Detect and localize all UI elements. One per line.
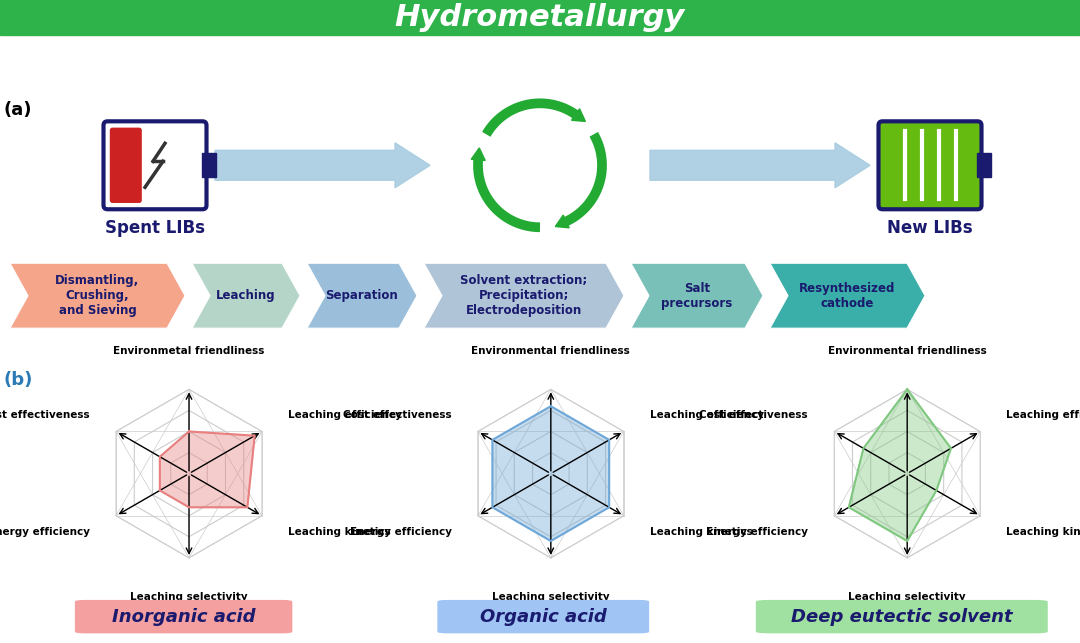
Text: Leaching selectivity: Leaching selectivity: [492, 592, 609, 602]
Text: Solvent extraction;
Precipitation;
Electrodeposition: Solvent extraction; Precipitation; Elect…: [460, 274, 588, 317]
Text: Environmental friendliness: Environmental friendliness: [472, 346, 630, 356]
Polygon shape: [555, 215, 569, 228]
Polygon shape: [471, 148, 485, 161]
FancyBboxPatch shape: [104, 122, 206, 209]
Polygon shape: [571, 109, 585, 122]
Text: Leaching kinetics: Leaching kinetics: [288, 527, 391, 537]
Text: Leaching kinetics: Leaching kinetics: [1007, 527, 1080, 537]
Polygon shape: [424, 263, 624, 328]
FancyBboxPatch shape: [75, 600, 293, 633]
Text: Deep eutectic solvent: Deep eutectic solvent: [791, 608, 1013, 626]
Polygon shape: [192, 263, 300, 328]
Text: Cost effectiveness: Cost effectiveness: [343, 410, 451, 421]
Text: Cost effectiveness: Cost effectiveness: [0, 410, 90, 421]
FancyArrow shape: [650, 143, 870, 188]
Text: Separation: Separation: [326, 289, 399, 302]
Text: Environmental friendliness: Environmental friendliness: [828, 346, 986, 356]
Text: Spent LIBs: Spent LIBs: [105, 219, 205, 237]
FancyBboxPatch shape: [437, 600, 649, 633]
FancyArrow shape: [215, 143, 430, 188]
Text: Energy efficiency: Energy efficiency: [706, 527, 808, 537]
Polygon shape: [849, 390, 951, 541]
Text: Inorganic acid: Inorganic acid: [112, 608, 255, 626]
Text: Dismantling,
Crushing,
and Sieving: Dismantling, Crushing, and Sieving: [55, 274, 139, 317]
Bar: [202, 153, 216, 177]
Text: Leaching: Leaching: [216, 289, 275, 302]
Polygon shape: [770, 263, 924, 328]
Text: Leaching efficiency: Leaching efficiency: [288, 410, 402, 421]
Text: Hydrometallurgy: Hydrometallurgy: [395, 3, 685, 32]
Text: Organic acid: Organic acid: [480, 608, 607, 626]
Text: (b): (b): [3, 371, 32, 389]
Text: Leaching selectivity: Leaching selectivity: [849, 592, 966, 602]
Text: Salt
precursors: Salt precursors: [661, 282, 732, 310]
Text: New LIBs: New LIBs: [887, 219, 973, 237]
Text: Leaching efficiency: Leaching efficiency: [650, 410, 764, 421]
Text: Energy efficiency: Energy efficiency: [0, 527, 90, 537]
FancyBboxPatch shape: [756, 600, 1048, 633]
Polygon shape: [631, 263, 762, 328]
FancyBboxPatch shape: [878, 122, 982, 209]
Text: Resynthesized
cathode: Resynthesized cathode: [799, 282, 895, 310]
Text: Environmetal friendliness: Environmetal friendliness: [113, 346, 265, 356]
Polygon shape: [160, 431, 255, 507]
Polygon shape: [307, 263, 417, 328]
Polygon shape: [10, 263, 185, 328]
Bar: [976, 153, 990, 177]
Text: Cost effectiveness: Cost effectiveness: [700, 410, 808, 421]
FancyBboxPatch shape: [110, 129, 141, 203]
Text: Leaching efficiency: Leaching efficiency: [1007, 410, 1080, 421]
Text: Leaching kinetics: Leaching kinetics: [650, 527, 753, 537]
Text: (a): (a): [3, 102, 32, 120]
Text: Leaching selectivity: Leaching selectivity: [131, 592, 247, 602]
Polygon shape: [492, 406, 609, 541]
Text: Energy efficiency: Energy efficiency: [350, 527, 451, 537]
